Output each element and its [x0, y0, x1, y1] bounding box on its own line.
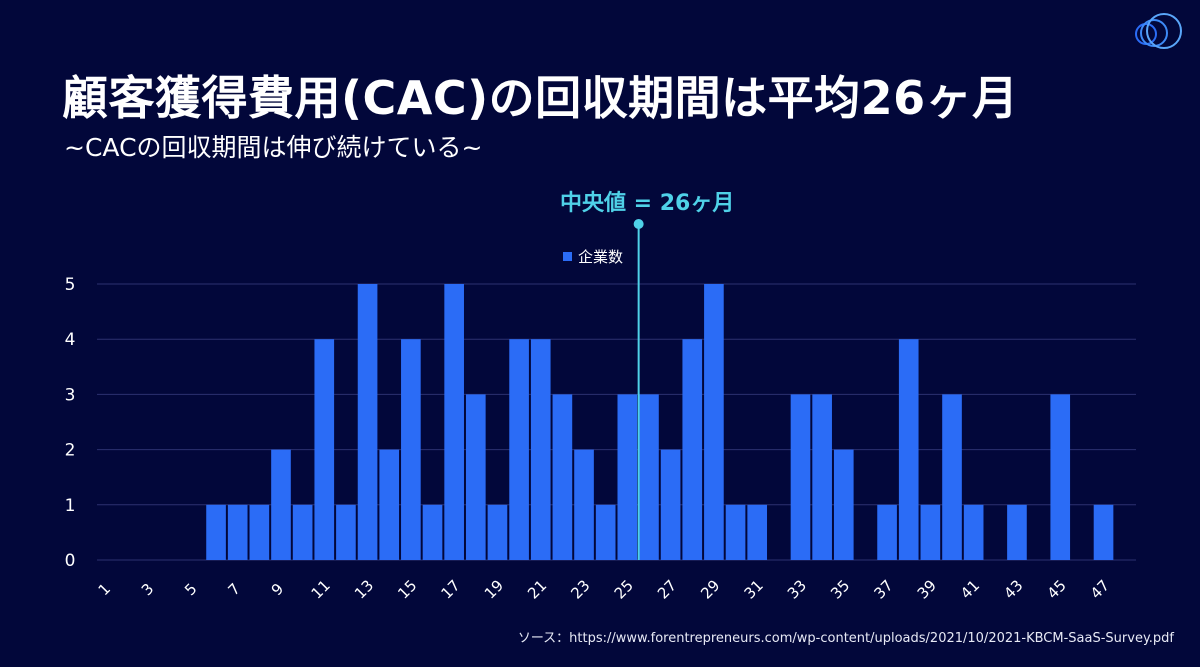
brand-logo-icon — [1135, 13, 1182, 49]
x-tick-label: 25 — [611, 576, 637, 602]
x-tick-label: 3 — [138, 580, 157, 599]
bar — [812, 394, 832, 560]
x-tick-label: 15 — [394, 576, 420, 602]
bar — [682, 339, 703, 560]
x-tick-label: 45 — [1044, 576, 1070, 602]
x-tick-label: 33 — [784, 576, 810, 602]
x-tick-label: 39 — [914, 576, 940, 602]
bar — [963, 504, 984, 560]
x-tick-label: 7 — [224, 580, 243, 599]
page-title: 顧客獲得費用(CAC)の回収期間は平均26ヶ月 — [62, 71, 1019, 125]
bar — [1093, 504, 1114, 560]
x-tick-label: 27 — [654, 576, 680, 602]
bar — [920, 504, 941, 560]
bar — [877, 504, 897, 560]
page-subtitle: ~CACの回収期間は伸び続けている~ — [64, 133, 483, 162]
x-tick-label: 1 — [95, 580, 114, 599]
bar — [704, 284, 724, 560]
y-tick-label: 2 — [65, 441, 76, 461]
bar — [357, 284, 378, 560]
x-tick-label: 17 — [438, 576, 464, 602]
bar — [790, 394, 811, 560]
bar — [422, 504, 443, 560]
median-marker — [633, 219, 644, 229]
y-tick-label: 3 — [65, 385, 76, 405]
y-tick-label: 1 — [65, 496, 76, 516]
bar — [1050, 394, 1071, 560]
x-tick-label: 43 — [1000, 576, 1026, 602]
x-tick-label: 29 — [697, 576, 723, 602]
bar — [747, 504, 768, 560]
legend-swatch — [563, 252, 572, 261]
bar — [227, 504, 248, 560]
bar — [487, 504, 508, 560]
bar — [336, 504, 356, 560]
chart-legend: 企業数 — [563, 246, 623, 267]
x-tick-label: 5 — [181, 580, 200, 599]
bar — [898, 339, 919, 560]
y-tick-label: 5 — [65, 275, 76, 295]
bar — [660, 449, 681, 560]
y-tick-label: 4 — [65, 330, 76, 350]
x-tick-label: 13 — [351, 576, 377, 602]
bar — [552, 394, 573, 560]
bar — [292, 504, 313, 560]
bar — [574, 449, 594, 560]
bar — [379, 449, 400, 560]
bar — [249, 504, 270, 560]
x-tick-label: 37 — [870, 576, 896, 602]
bar — [271, 449, 291, 560]
bar — [509, 339, 529, 560]
y-tick-label: 0 — [65, 551, 76, 571]
bar — [725, 504, 746, 560]
bar — [639, 394, 659, 560]
bar — [444, 284, 464, 560]
median-label: 中央値 = 26ヶ月 — [560, 191, 735, 216]
x-tick-label: 35 — [827, 576, 853, 602]
bar — [401, 339, 421, 560]
bar — [206, 504, 226, 560]
x-tick-label: 47 — [1087, 576, 1113, 602]
x-tick-label: 19 — [481, 576, 507, 602]
x-tick-label: 11 — [308, 576, 334, 602]
bar — [833, 449, 854, 560]
bar — [617, 394, 638, 560]
legend-label: 企業数 — [578, 248, 624, 266]
x-tick-label: 23 — [567, 576, 593, 602]
bar — [942, 394, 962, 560]
x-tick-label: 31 — [741, 576, 767, 602]
source-citation: ソース：https://www.forentrepreneurs.com/wp-… — [517, 631, 1174, 646]
bar — [595, 504, 616, 560]
bar — [314, 339, 335, 560]
x-tick-label: 21 — [524, 576, 550, 602]
x-tick-label: 9 — [268, 580, 287, 599]
bar — [1007, 504, 1027, 560]
bar — [530, 339, 551, 560]
bar — [465, 394, 486, 560]
x-tick-label: 41 — [957, 576, 983, 602]
